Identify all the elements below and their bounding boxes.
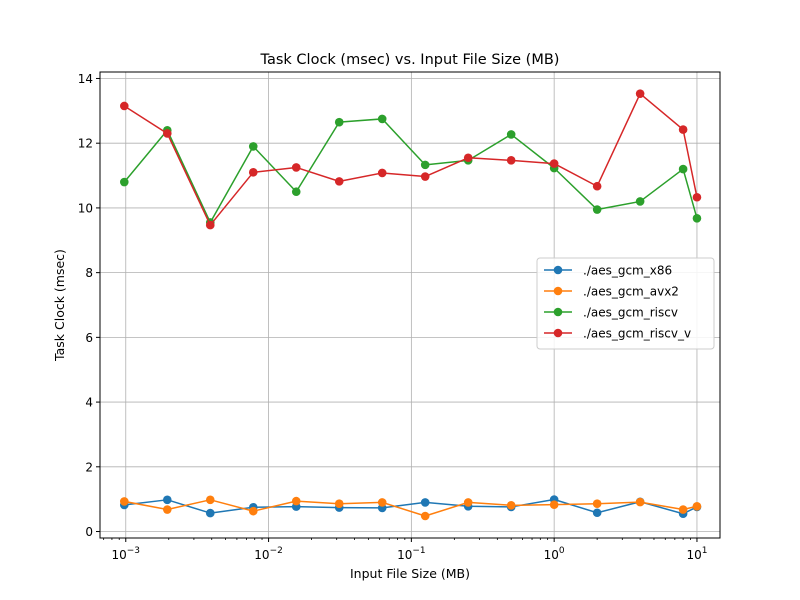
data-point bbox=[205, 220, 215, 230]
data-point bbox=[420, 498, 430, 507]
y-axis-label: Task Clock (msec) bbox=[52, 249, 67, 362]
x-tick-label: 101 bbox=[686, 546, 707, 562]
data-point bbox=[162, 129, 172, 138]
legend-item: ./aes_gcm_riscv bbox=[544, 306, 678, 320]
data-point bbox=[549, 500, 559, 509]
data-point bbox=[119, 497, 129, 506]
legend-item: ./aes_gcm_x86 bbox=[544, 264, 672, 278]
series-line bbox=[123, 92, 698, 226]
data-point bbox=[678, 164, 688, 174]
legend-label: ./aes_gcm_x86 bbox=[583, 264, 672, 278]
data-point bbox=[592, 205, 602, 214]
data-point bbox=[692, 192, 702, 202]
series-aes-gcm-riscv-v bbox=[119, 89, 702, 230]
x-axis-label: Input File Size (MB) bbox=[350, 566, 470, 581]
legend-items: ./aes_gcm_x86 ./aes_gcm_avx2 ./aes_gcm_ris… bbox=[544, 264, 691, 341]
data-point bbox=[291, 187, 301, 197]
legend-label: ./aes_gcm_riscv bbox=[583, 306, 678, 320]
legend-item: ./aes_gcm_avx2 bbox=[544, 285, 679, 299]
data-point bbox=[205, 495, 215, 505]
data-point bbox=[119, 101, 129, 111]
legend-label: ./aes_gcm_avx2 bbox=[583, 285, 679, 299]
data-point bbox=[549, 159, 559, 168]
data-point bbox=[506, 501, 516, 510]
data-point bbox=[248, 168, 258, 177]
data-point bbox=[692, 213, 702, 223]
y-tick-label: 0 bbox=[85, 525, 93, 539]
series-aes-gcm-avx2 bbox=[119, 495, 702, 521]
data-point bbox=[463, 153, 473, 163]
legend: ./aes_gcm_x86 ./aes_gcm_avx2 ./aes_gcm_ris… bbox=[536, 257, 715, 350]
y-tick-label: 4 bbox=[85, 396, 93, 410]
data-point bbox=[592, 181, 602, 191]
data-point bbox=[377, 168, 387, 178]
legend-marker bbox=[553, 328, 563, 338]
series-line bbox=[123, 118, 698, 224]
data-point bbox=[334, 499, 344, 508]
y-tick-label: 6 bbox=[85, 331, 93, 345]
legend-label: ./aes_gcm_riscv_v bbox=[583, 327, 691, 341]
y-tick-label: 10 bbox=[78, 201, 93, 215]
data-point bbox=[592, 508, 602, 518]
y-tick-label: 14 bbox=[78, 72, 93, 86]
legend-box bbox=[536, 257, 715, 350]
y-tick-label: 12 bbox=[78, 137, 93, 151]
legend-marker bbox=[553, 286, 563, 296]
data-point bbox=[420, 511, 430, 521]
x-tick-label: 10−2 bbox=[254, 546, 283, 562]
data-point bbox=[592, 499, 602, 508]
chart-title: Task Clock (msec) vs. Input File Size (M… bbox=[260, 52, 560, 68]
data-point bbox=[291, 496, 301, 506]
data-point bbox=[420, 172, 430, 181]
data-point bbox=[248, 142, 258, 151]
x-axis-ticks: 10−3 10−2 10−1 100 101 bbox=[103, 538, 707, 562]
data-point bbox=[377, 498, 387, 507]
x-tick-label: 10−1 bbox=[397, 546, 426, 562]
data-point bbox=[506, 156, 516, 165]
data-point bbox=[420, 160, 430, 170]
data-point bbox=[334, 117, 344, 127]
data-point bbox=[291, 163, 301, 172]
data-point bbox=[162, 505, 172, 514]
data-point bbox=[678, 505, 688, 514]
legend-marker bbox=[553, 307, 563, 317]
plot-frame bbox=[99, 71, 721, 539]
data-point bbox=[377, 114, 387, 124]
x-tick-label: 10−3 bbox=[111, 546, 140, 562]
data-point bbox=[463, 498, 473, 507]
y-tick-label: 8 bbox=[85, 266, 93, 280]
series-layer bbox=[119, 89, 702, 521]
data-point bbox=[248, 506, 258, 516]
data-point bbox=[635, 197, 645, 206]
legend-item: ./aes_gcm_riscv_v bbox=[544, 327, 691, 341]
series-aes-gcm-riscv bbox=[119, 114, 702, 227]
data-point bbox=[205, 508, 215, 518]
data-point bbox=[334, 177, 344, 186]
x-tick-label: 100 bbox=[544, 546, 565, 562]
data-point bbox=[635, 89, 645, 98]
data-point bbox=[162, 495, 172, 505]
data-point bbox=[119, 177, 129, 187]
legend-marker bbox=[553, 265, 563, 275]
data-point bbox=[692, 501, 702, 511]
y-tick-label: 2 bbox=[85, 460, 93, 474]
data-point bbox=[635, 497, 645, 507]
y-axis-ticks: 0 2 4 6 8 10 12 14 bbox=[78, 72, 100, 539]
data-point bbox=[678, 125, 688, 134]
data-point bbox=[506, 130, 516, 139]
